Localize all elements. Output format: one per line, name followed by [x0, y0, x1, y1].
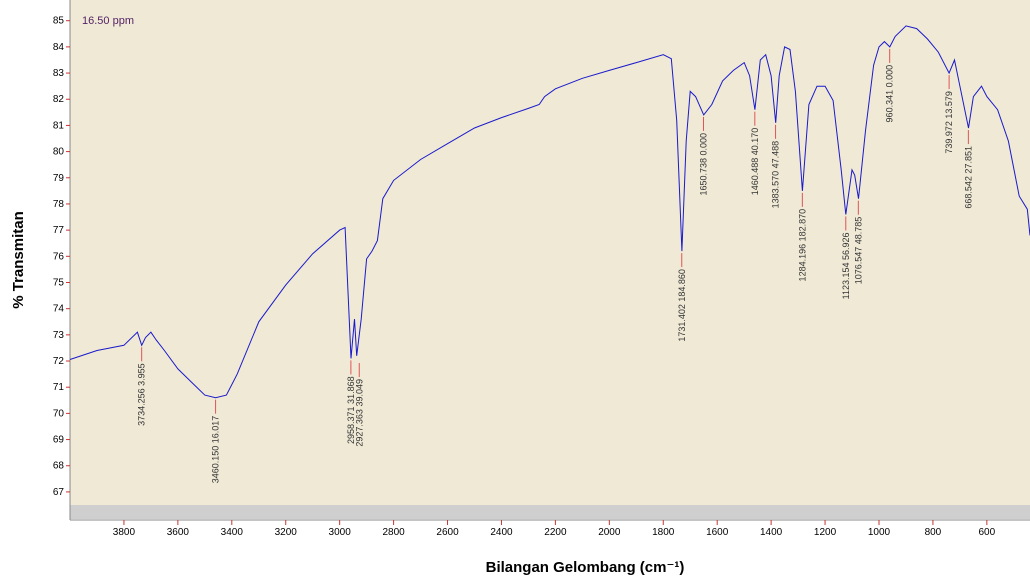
x-tick-label: 3800: [113, 527, 136, 538]
y-tick-label: 78: [53, 199, 65, 210]
x-tick-label: 800: [925, 527, 942, 538]
x-tick-label: 2000: [598, 527, 621, 538]
peak-label: 1650.738 0.000: [699, 133, 709, 196]
x-tick-label: 2800: [382, 527, 405, 538]
x-tick-label: 2200: [544, 527, 567, 538]
y-tick-label: 80: [53, 147, 65, 158]
peak-label: 1076.547 48.785: [853, 217, 863, 285]
x-tick-label: 3600: [167, 527, 190, 538]
x-tick-label: 1600: [706, 527, 729, 538]
x-tick-label: 600: [979, 527, 996, 538]
y-tick-label: 76: [53, 251, 65, 262]
annotation: 16.50 ppm: [82, 15, 134, 27]
y-tick-label: 84: [53, 42, 65, 53]
y-tick-label: 82: [53, 94, 65, 105]
x-tick-label: 3000: [329, 527, 352, 538]
y-tick-label: 72: [53, 356, 65, 367]
y-tick-label: 74: [53, 304, 65, 315]
y-tick-label: 75: [53, 277, 65, 288]
peak-label: 2927.363 39.049: [354, 379, 364, 447]
peak-label: 960.341 0.000: [885, 65, 895, 123]
y-axis-label: % Transmitan: [10, 211, 27, 309]
x-tick-label: 2600: [436, 527, 459, 538]
peak-label: 1383.570 47.488: [771, 141, 781, 209]
peak-label: 739.972 13.579: [944, 91, 954, 154]
peak-label: 3734.256 3.955: [137, 363, 147, 426]
scrollbar-band: [70, 505, 1030, 519]
peak-label: 1731.402 184.860: [677, 269, 687, 342]
y-tick-label: 73: [53, 330, 65, 341]
spectrum-line: [69, 25, 1030, 399]
y-tick-label: 83: [53, 68, 65, 79]
peak-label: 1460.488 40.170: [750, 128, 760, 196]
y-tick-label: 68: [53, 461, 65, 472]
y-tick-label: 69: [53, 435, 65, 446]
x-tick-label: 3200: [275, 527, 298, 538]
y-tick-label: 70: [53, 408, 65, 419]
y-tick-label: 71: [53, 382, 65, 393]
y-tick-label: 79: [53, 173, 65, 184]
plot-background: [70, 0, 1030, 505]
peak-label: 1284.196 182.870: [797, 209, 807, 282]
y-tick-label: 77: [53, 225, 65, 236]
x-tick-label: 1400: [760, 527, 783, 538]
x-tick-label: 1800: [652, 527, 675, 538]
y-tick-label: 67: [53, 487, 65, 498]
x-axis-label: Bilangan Gelombang (cm⁻¹): [486, 559, 685, 576]
y-tick-label: 85: [53, 16, 65, 27]
x-tick-label: 2400: [490, 527, 513, 538]
peak-label: 2958.371 31.868: [346, 376, 356, 444]
peak-label: 668.542 27.851: [963, 146, 973, 209]
x-tick-label: 3400: [221, 527, 244, 538]
y-tick-label: 81: [53, 120, 65, 131]
peak-label: 1123.154 56.926: [841, 232, 851, 299]
x-tick-label: 1000: [868, 527, 891, 538]
peak-label: 3460.150 16.017: [211, 416, 221, 484]
x-tick-label: 1200: [814, 527, 837, 538]
